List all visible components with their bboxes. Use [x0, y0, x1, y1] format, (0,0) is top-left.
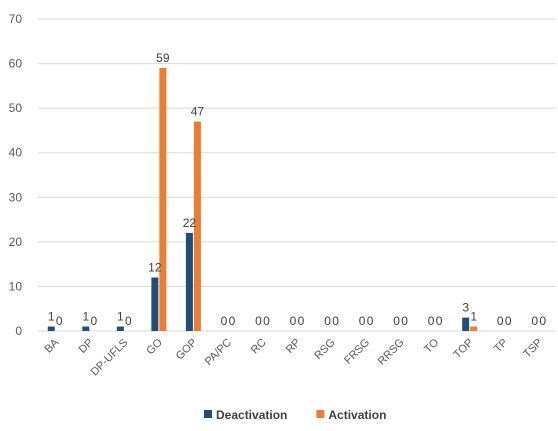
data-label: 3 [462, 301, 469, 315]
bar-deactivation-top [462, 317, 470, 331]
x-tick-label: TSP [521, 337, 545, 361]
y-tick-label: 0 [15, 324, 22, 338]
data-label: 0 [505, 314, 512, 328]
data-label: 47 [191, 105, 205, 119]
y-tick-label: 10 [9, 279, 23, 293]
y-axis-ticks: 0 10 20 30 40 50 60 70 [9, 12, 23, 338]
bar-deactivation-ba [47, 326, 55, 331]
legend-label-deactivation: Deactivation [216, 408, 287, 422]
data-label: 0 [367, 314, 374, 328]
x-tick-label: DP-UFLS [89, 337, 131, 379]
x-tick-label: GOP [174, 337, 200, 363]
data-label: 0 [255, 314, 262, 328]
data-label: 0 [531, 314, 538, 328]
data-label: 0 [221, 314, 228, 328]
data-label: 0 [229, 314, 236, 328]
data-label: 0 [428, 314, 435, 328]
data-label: 0 [56, 314, 63, 328]
x-tick-label: DP [77, 337, 96, 356]
bars [47, 68, 478, 332]
gridlines [38, 18, 556, 332]
data-label: 0 [324, 314, 331, 328]
y-tick-label: 60 [9, 57, 23, 71]
data-label: 0 [298, 314, 305, 328]
x-tick-label: FRSG [342, 337, 372, 367]
data-label: 0 [263, 314, 270, 328]
bar-deactivation-gop [185, 232, 193, 331]
y-tick-label: 50 [9, 101, 23, 115]
bar-deactivation-dp [82, 326, 90, 331]
y-tick-label: 30 [9, 190, 23, 204]
x-tick-label: TOP [451, 337, 475, 361]
y-tick-label: 70 [9, 12, 23, 26]
x-tick-label: RC [249, 337, 269, 357]
bar-activation-top [470, 326, 478, 331]
data-label: 0 [290, 314, 297, 328]
data-label: 59 [156, 51, 170, 65]
legend-label-activation: Activation [328, 408, 386, 422]
data-label: 0 [393, 314, 400, 328]
x-tick-label: RP [284, 337, 303, 356]
data-label: 22 [183, 216, 197, 230]
x-tick-label: TP [492, 337, 510, 355]
legend-swatch-deactivation [204, 410, 212, 418]
data-label: 0 [497, 314, 504, 328]
x-tick-label: TO [422, 336, 441, 355]
bar-deactivation-dp-ufls [116, 326, 124, 331]
data-label: 0 [436, 314, 443, 328]
x-tick-label: PA/PC [203, 337, 234, 368]
legend-swatch-activation [316, 410, 325, 418]
x-tick-label: RSG [312, 337, 337, 362]
data-label: 0 [332, 314, 339, 328]
data-label: 0 [401, 314, 408, 328]
data-label: 12 [148, 261, 162, 275]
data-label: 1 [117, 310, 124, 324]
data-label: 1 [48, 310, 55, 324]
x-tick-label: RRSG [376, 337, 407, 368]
data-label: 0 [125, 314, 132, 328]
data-label: 1 [470, 310, 477, 324]
y-tick-label: 20 [9, 235, 23, 249]
bar-deactivation-go [151, 277, 159, 331]
bar-activation-go [159, 68, 167, 332]
bar-activation-gop [193, 121, 201, 331]
data-label: 1 [82, 310, 89, 324]
x-tick-label: BA [43, 336, 62, 355]
legend: Deactivation Activation [204, 408, 386, 422]
x-tick-label: GO [144, 336, 165, 357]
data-label: 0 [539, 314, 546, 328]
y-tick-label: 40 [9, 146, 23, 160]
data-label: 0 [90, 314, 97, 328]
data-label: 0 [359, 314, 366, 328]
